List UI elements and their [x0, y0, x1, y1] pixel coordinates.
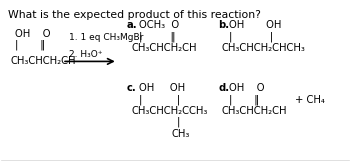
- Text: CH₃CHCH₂CH: CH₃CHCH₂CH: [10, 56, 76, 66]
- Text: b.: b.: [218, 20, 230, 30]
- Text: 1. 1 eq CH₃MgBr: 1. 1 eq CH₃MgBr: [69, 33, 144, 42]
- Text: a.: a.: [126, 20, 137, 30]
- Text: d.: d.: [218, 83, 230, 93]
- Text: CH₃CHCH₂CH: CH₃CHCH₂CH: [222, 106, 287, 116]
- Text: OH     OH: OH OH: [139, 83, 185, 93]
- Text: 2. H₃O⁺: 2. H₃O⁺: [69, 50, 103, 59]
- Text: |            |: | |: [229, 31, 273, 42]
- Text: |         ‖: | ‖: [139, 31, 175, 42]
- Text: CH₃CHCH₂CHCH₃: CH₃CHCH₂CHCH₃: [222, 43, 306, 53]
- Text: What is the expected product of this reaction?: What is the expected product of this rea…: [8, 10, 261, 19]
- Text: + CH₄: + CH₄: [295, 95, 325, 105]
- Text: CH₃: CH₃: [172, 129, 190, 139]
- Text: |: |: [177, 117, 180, 128]
- Text: c.: c.: [126, 83, 136, 93]
- Text: |           |: | |: [139, 94, 180, 105]
- Text: OCH₃  O: OCH₃ O: [139, 20, 178, 30]
- Text: |       ‖: | ‖: [229, 94, 259, 105]
- Text: |       ‖: | ‖: [15, 40, 46, 50]
- Text: CH₃CHCH₂CCH₃: CH₃CHCH₂CCH₃: [132, 106, 208, 116]
- Text: CH₃CHCH₂CH: CH₃CHCH₂CH: [132, 43, 197, 53]
- Text: OH       OH: OH OH: [229, 20, 281, 30]
- Text: OH    O: OH O: [229, 83, 264, 93]
- Text: OH    O: OH O: [15, 29, 51, 39]
